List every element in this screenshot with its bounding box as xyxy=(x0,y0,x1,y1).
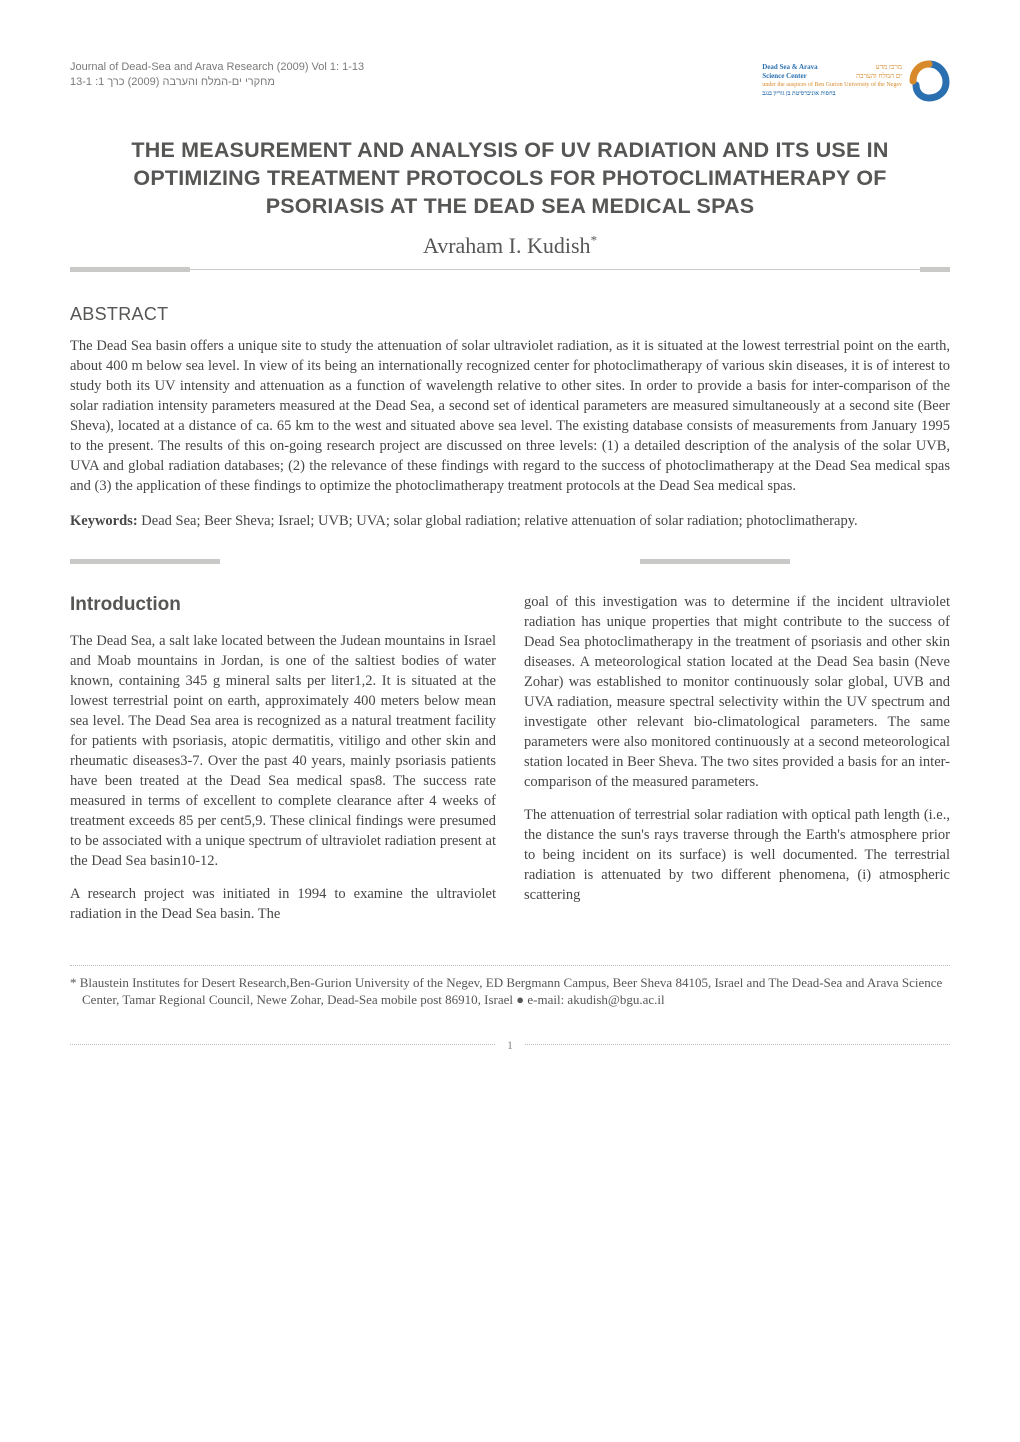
logo-text-block: Dead Sea & Arava מרכז מדע Science Center… xyxy=(762,63,902,98)
author-name: Avraham I. Kudish xyxy=(423,233,591,258)
logo-aff-1: under the auspices of Ben Gurion Univers… xyxy=(762,82,902,88)
keywords-label: Keywords: xyxy=(70,513,138,529)
page-number: 1 xyxy=(507,1037,513,1053)
article-title: THE MEASUREMENT AND ANALYSIS OF UV RADIA… xyxy=(80,137,940,221)
intro-columns: Introduction The Dead Sea, a salt lake l… xyxy=(70,592,950,936)
author-affil-mark: * xyxy=(591,232,598,247)
page-footer: 1 xyxy=(70,1037,950,1053)
page-header: Journal of Dead-Sea and Arava Research (… xyxy=(70,60,950,102)
footnote-rule xyxy=(70,965,950,966)
section-divider xyxy=(70,559,950,564)
footnote-text: Blaustein Institutes for Desert Research… xyxy=(77,975,943,1008)
logo-en-1: Dead Sea & Arava xyxy=(762,63,817,71)
journal-reference: Journal of Dead-Sea and Arava Research (… xyxy=(70,60,364,91)
intro-right-p1: goal of this investigation was to determ… xyxy=(524,592,950,792)
abstract-heading: ABSTRACT xyxy=(70,302,950,326)
logo-he-2: ים המלח והערבה xyxy=(856,72,902,80)
journal-line-he: מחקרי ים-המלח והערבה (2009) כרך 1: 13-1 xyxy=(70,75,364,90)
intro-heading: Introduction xyxy=(70,592,496,618)
abstract-body: The Dead Sea basin offers a unique site … xyxy=(70,336,950,496)
title-rule xyxy=(70,267,950,272)
journal-line-en: Journal of Dead-Sea and Arava Research (… xyxy=(70,60,364,75)
logo-en-2: Science Center xyxy=(762,72,807,80)
intro-column-left: Introduction The Dead Sea, a salt lake l… xyxy=(70,592,496,936)
logo-swirl-icon xyxy=(908,60,950,102)
author-footnote: * Blaustein Institutes for Desert Resear… xyxy=(70,974,950,1009)
journal-logo: Dead Sea & Arava מרכז מדע Science Center… xyxy=(762,60,950,102)
keywords-block: Keywords: Dead Sea; Beer Sheva; Israel; … xyxy=(70,512,950,532)
logo-aff-2: בחסות אוניברסיטת בן גוריון בנגב xyxy=(762,91,835,97)
intro-left-p1: The Dead Sea, a salt lake located betwee… xyxy=(70,631,496,871)
intro-column-right: goal of this investigation was to determ… xyxy=(524,592,950,936)
intro-right-p2: The attenuation of terrestrial solar rad… xyxy=(524,805,950,905)
keywords-text: Dead Sea; Beer Sheva; Israel; UVB; UVA; … xyxy=(138,513,858,529)
intro-left-p2: A research project was initiated in 1994… xyxy=(70,884,496,924)
logo-he-1: מרכז מדע xyxy=(876,63,902,71)
article-author: Avraham I. Kudish* xyxy=(70,231,950,261)
